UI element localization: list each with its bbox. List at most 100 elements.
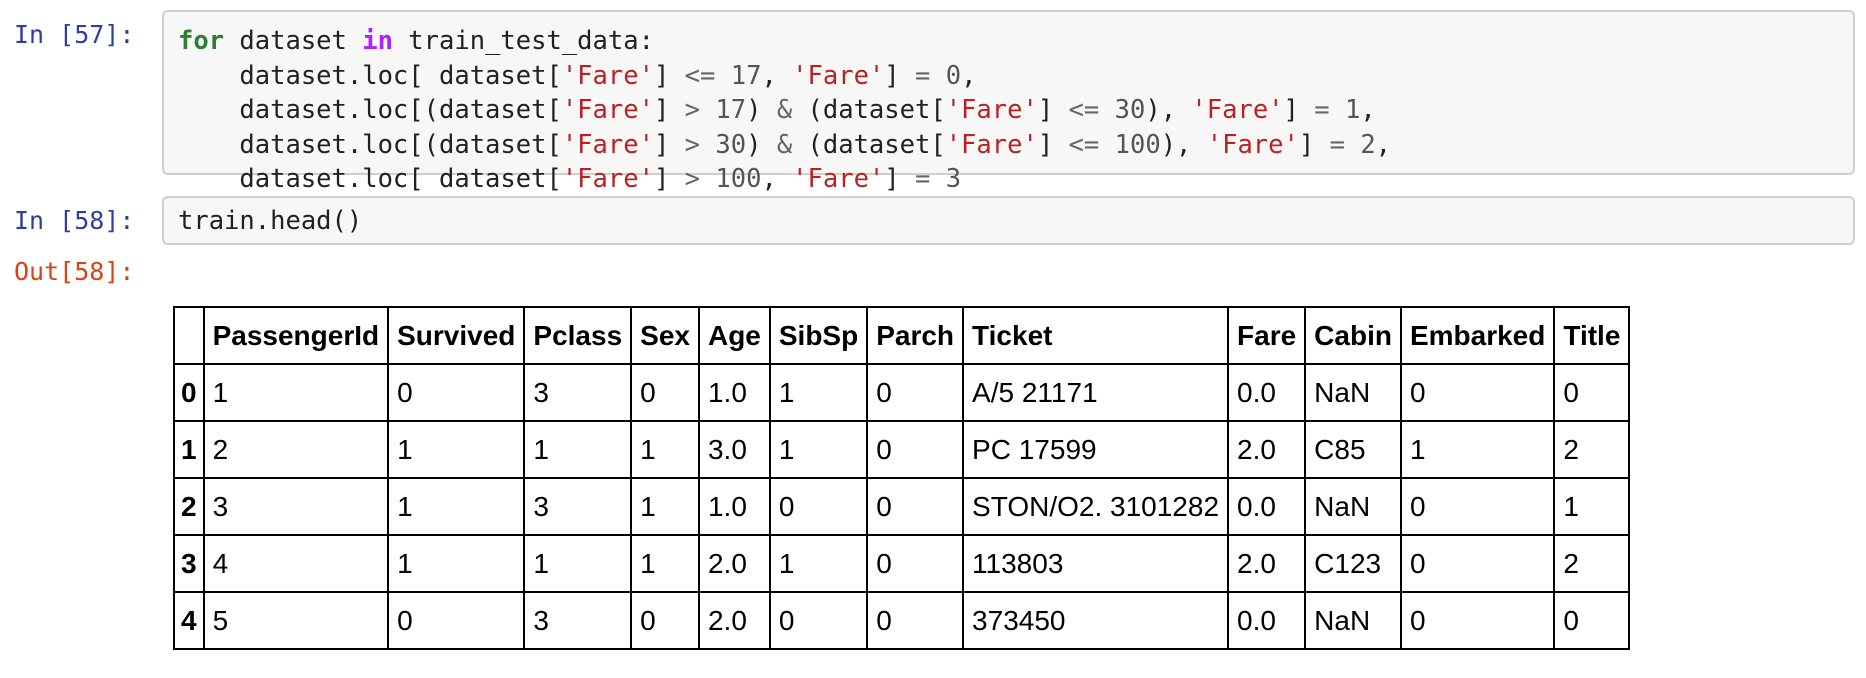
table-cell: 0.0 [1227,591,1307,650]
table-cell: 0 [1553,363,1631,422]
table-cell: 0.0 [1227,477,1307,536]
code-token: ] [884,164,915,194]
code-token [1099,130,1114,160]
code-token: ] [1037,95,1069,125]
table-cell: 2 [1553,420,1631,479]
table-cell: 0 [1399,534,1556,593]
code-token: ] [884,60,916,91]
code-token: 'Fare' [1206,129,1299,160]
cell-58-code: train.head() [164,198,1853,239]
code-token [700,130,715,160]
table-cell: 2.0 [1227,420,1307,479]
code-line: dataset.loc[(dataset['Fare'] > 30) & (da… [178,130,1391,160]
row-index-cell: 4 [173,591,205,650]
code-token: > [684,164,701,194]
code-token: 100 [1114,129,1161,160]
table-cell: 4 [202,534,390,593]
code-token: 'Fare' [945,95,1038,125]
table-cell: 0 [866,477,965,536]
table-cell: C85 [1304,420,1402,479]
index-header-cell [173,306,205,365]
table-cell: 0 [1399,477,1556,536]
code-token [1099,95,1114,125]
code-token: , [961,60,977,91]
code-token: & [776,95,793,125]
code-token: dataset [224,26,363,56]
cell-57-input-prompt: In [57]: [14,20,135,49]
table-cell: 2.0 [1227,534,1307,593]
column-header-cell: SibSp [768,306,869,365]
table-cell: 2.0 [697,534,771,593]
code-line: dataset.loc[ dataset['Fare'] > 100, 'Far… [178,164,961,194]
table-row: 1 2 1 1 1 3.0 1 0 PC 17599 2.0 C85 1 2 [173,420,1631,479]
code-token: dataset.loc[(dataset[ [178,95,562,125]
code-token: dataset.loc[ dataset[ [178,60,562,91]
code-line: dataset.loc[(dataset['Fare'] > 17) & (da… [178,95,1376,125]
code-line: dataset.loc[ dataset['Fare'] <= 17, 'Far… [178,61,976,91]
table-cell: 373450 [962,591,1230,650]
table-cell: 0 [630,363,700,422]
code-token: 100 [715,164,762,194]
table-cell: 0 [387,363,526,422]
code-token: dataset.loc[(dataset[ [178,129,562,160]
table-cell: C123 [1304,534,1402,593]
code-token: 3 [945,164,962,194]
table-cell: 1 [1553,477,1631,536]
code-token: <= [684,60,716,91]
column-header-cell: Cabin [1304,306,1402,365]
code-token: ] [1298,129,1330,160]
code-token: ) [746,129,777,160]
code-token: train_test_data: [392,26,654,56]
code-token: 0 [945,60,962,91]
code-token: dataset.loc[ dataset[ [178,164,562,194]
code-token: ] [653,129,685,160]
code-token: > [684,95,701,125]
code-token: 1 [1344,95,1361,125]
table-cell: 1 [630,534,700,593]
code-token: 'Fare' [945,129,1038,160]
code-token: 2 [1360,129,1376,160]
code-token: & [776,129,793,160]
table-cell: 0 [768,591,869,650]
column-header-cell: Title [1553,306,1631,365]
code-token: ), [1160,129,1207,160]
column-header-cell: Fare [1227,306,1307,365]
table-cell: 1 [202,363,390,422]
table-cell: 0 [866,420,965,479]
table-cell: 113803 [962,534,1230,593]
code-token: ] [1283,95,1315,125]
column-header-cell: Embarked [1399,306,1556,365]
table-row: 0 1 0 3 0 1.0 1 0 A/5 21171 0.0 NaN 0 0 [173,363,1631,422]
table-cell: 1 [523,534,633,593]
table-cell: 1 [387,477,526,536]
cell-58-code-editor[interactable]: train.head() [162,196,1855,245]
code-token: = [1329,129,1345,160]
code-token [700,164,715,194]
table-cell: 3 [523,591,633,650]
table-cell: 0 [866,363,965,422]
table-cell: 1.0 [697,477,771,536]
table-row: 3 4 1 1 1 2.0 1 0 113803 2.0 C123 0 2 [173,534,1631,593]
cell-57-code-editor[interactable]: for dataset in train_test_data: dataset.… [162,10,1855,194]
table-cell: 0 [1553,591,1631,650]
table-cell: STON/O2. 3101282 [962,477,1230,536]
table-row: 4 5 0 3 0 2.0 0 0 373450 0.0 NaN 0 0 [173,591,1631,650]
code-token: , [1375,129,1392,160]
table-cell: 0 [768,477,869,536]
table-cell: 0 [866,534,965,593]
code-token: ), [1145,95,1192,125]
code-token: 30 [715,129,747,160]
code-token: 17 [715,95,747,125]
row-index-cell: 2 [173,477,205,536]
code-token: in [362,26,393,56]
code-token: = [1314,95,1330,125]
code-token: > [684,129,701,160]
table-cell: 1 [387,534,526,593]
code-token: 'Fare' [1191,95,1284,125]
table-cell: A/5 21171 [962,363,1230,422]
column-header-cell: Pclass [523,306,633,365]
code-token: , [1360,95,1376,125]
cell-57-code: for dataset in train_test_data: dataset.… [164,12,1853,197]
table-cell: 1 [630,420,700,479]
code-token [1330,95,1345,125]
